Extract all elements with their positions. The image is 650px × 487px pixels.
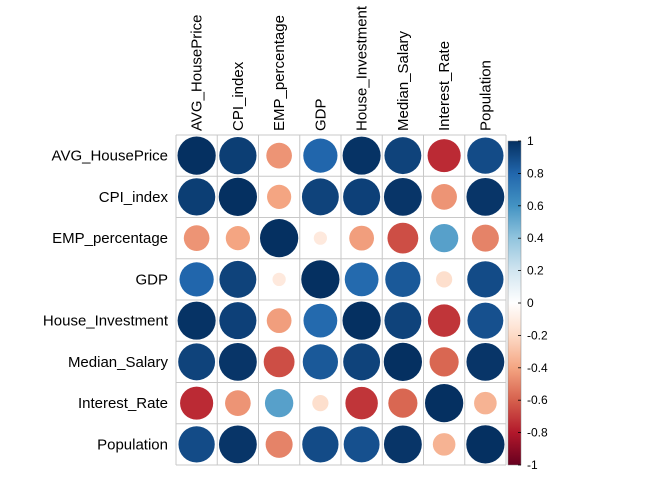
row-label: CPI_index bbox=[99, 189, 169, 206]
column-label: GDP bbox=[312, 98, 329, 131]
row-label: Median_Salary bbox=[68, 354, 169, 371]
corr-circle-Median_Salary-Median_Salary bbox=[383, 342, 423, 382]
corr-circle-Median_Salary-House_Investment bbox=[343, 343, 381, 381]
corr-circle-Interest_Rate-Interest_Rate bbox=[424, 383, 464, 423]
corr-circle-Interest_Rate-EMP_percentage bbox=[264, 388, 294, 418]
corr-circle-Interest_Rate-CPI_index bbox=[225, 390, 251, 416]
corr-circle-EMP_percentage-Median_Salary bbox=[387, 222, 419, 254]
column-labels: AVG_HousePrice CPI_index EMP_percentage GDP… bbox=[189, 5, 495, 131]
corr-circle-CPI_index-Interest_Rate bbox=[431, 184, 457, 210]
corr-circle-Interest_Rate-GDP bbox=[312, 395, 329, 412]
corr-circle-Population-Population bbox=[466, 425, 505, 464]
colorbar-ticks: -1 -0.8 -0.6 -0.4 -0.2 0 0.2 0.4 0.6 0.8 1 bbox=[518, 134, 548, 472]
corr-circle-Population-Median_Salary bbox=[383, 425, 422, 464]
corr-circle-AVG_HousePrice-House_Investment bbox=[342, 136, 381, 175]
corr-circle-Interest_Rate-Population bbox=[474, 391, 497, 415]
corr-circle-CPI_index-EMP_percentage bbox=[267, 184, 292, 209]
corr-circle-GDP-EMP_percentage bbox=[272, 272, 286, 287]
corr-circle-GDP-Median_Salary bbox=[385, 261, 421, 298]
correlation-circles bbox=[177, 136, 505, 464]
row-labels: AVG_HousePrice CPI_index EMP_percentage GDP… bbox=[43, 148, 169, 454]
corr-circle-GDP-AVG_HousePrice bbox=[179, 262, 214, 297]
colorbar-tick-label: 0.4 bbox=[527, 231, 544, 245]
corr-circle-AVG_HousePrice-AVG_HousePrice bbox=[177, 136, 216, 175]
colorbar-tick-label: 0.2 bbox=[527, 264, 544, 278]
corr-circle-AVG_HousePrice-Median_Salary bbox=[384, 137, 422, 175]
corr-circle-Median_Salary-Population bbox=[466, 342, 505, 381]
corr-circle-Population-AVG_HousePrice bbox=[178, 426, 215, 463]
row-label: EMP_percentage bbox=[52, 230, 168, 247]
column-label: Interest_Rate bbox=[436, 41, 453, 131]
corr-circle-GDP-CPI_index bbox=[219, 260, 257, 298]
colorbar-tick-label: -0.2 bbox=[527, 328, 548, 342]
corr-circle-EMP_percentage-Population bbox=[471, 224, 499, 252]
corr-circle-AVG_HousePrice-Interest_Rate bbox=[427, 139, 461, 173]
corr-circle-Median_Salary-CPI_index bbox=[218, 342, 257, 381]
corr-circle-House_Investment-House_Investment bbox=[342, 301, 381, 340]
corr-circle-CPI_index-Population bbox=[466, 177, 505, 216]
corr-circle-House_Investment-GDP bbox=[303, 303, 338, 338]
corr-circle-Interest_Rate-House_Investment bbox=[345, 386, 378, 420]
row-label: Interest_Rate bbox=[78, 395, 168, 412]
row-label: AVG_HousePrice bbox=[52, 148, 168, 165]
colorbar-tick-label: 0 bbox=[527, 296, 534, 310]
corr-circle-AVG_HousePrice-GDP bbox=[303, 138, 338, 173]
row-label: House_Investment bbox=[43, 313, 169, 330]
corr-circle-Median_Salary-EMP_percentage bbox=[263, 346, 295, 378]
corr-circle-Population-House_Investment bbox=[343, 426, 380, 463]
colorbar-tick-label: 0.6 bbox=[527, 199, 544, 213]
corr-circle-CPI_index-AVG_HousePrice bbox=[177, 178, 216, 216]
corr-circle-House_Investment-Population bbox=[467, 302, 504, 339]
corr-circle-House_Investment-CPI_index bbox=[219, 302, 257, 340]
corr-circle-EMP_percentage-GDP bbox=[313, 231, 328, 245]
corr-circle-CPI_index-GDP bbox=[301, 178, 339, 216]
corr-circle-GDP-House_Investment bbox=[344, 262, 379, 297]
column-label: Median_Salary bbox=[395, 30, 412, 131]
corr-circle-Median_Salary-GDP bbox=[302, 344, 339, 380]
corr-circle-EMP_percentage-AVG_HousePrice bbox=[183, 225, 210, 251]
corr-circle-House_Investment-Median_Salary bbox=[384, 302, 422, 340]
column-label: CPI_index bbox=[230, 61, 247, 131]
corr-circle-House_Investment-EMP_percentage bbox=[266, 308, 292, 334]
corr-circle-Population-EMP_percentage bbox=[265, 430, 293, 458]
colorbar-tick-label: 1 bbox=[527, 134, 534, 148]
corr-circle-GDP-GDP bbox=[301, 260, 340, 299]
corr-circle-CPI_index-House_Investment bbox=[343, 178, 381, 216]
colorbar-tick-label: -0.4 bbox=[527, 361, 548, 375]
corr-circle-Median_Salary-Interest_Rate bbox=[429, 347, 459, 377]
column-label: EMP_percentage bbox=[271, 15, 288, 131]
corr-circle-AVG_HousePrice-Population bbox=[467, 137, 504, 174]
corr-circle-Population-GDP bbox=[302, 426, 339, 463]
corr-circle-EMP_percentage-Interest_Rate bbox=[429, 223, 459, 253]
corr-circle-Median_Salary-AVG_HousePrice bbox=[178, 343, 216, 381]
column-label: House_Investment bbox=[354, 5, 371, 131]
corr-circle-AVG_HousePrice-EMP_percentage bbox=[266, 142, 292, 169]
corr-circle-Interest_Rate-AVG_HousePrice bbox=[180, 386, 214, 420]
corr-circle-House_Investment-AVG_HousePrice bbox=[177, 301, 216, 340]
row-label: GDP bbox=[135, 271, 168, 288]
corr-circle-EMP_percentage-House_Investment bbox=[349, 225, 375, 251]
corr-circle-GDP-Interest_Rate bbox=[436, 271, 453, 288]
corr-circle-EMP_percentage-EMP_percentage bbox=[259, 218, 299, 258]
row-label: Population bbox=[97, 436, 168, 453]
corr-circle-Population-CPI_index bbox=[218, 425, 257, 464]
corr-circle-Population-Interest_Rate bbox=[432, 433, 456, 456]
corr-circle-GDP-Population bbox=[467, 261, 504, 298]
column-label: AVG_HousePrice bbox=[189, 15, 206, 131]
colorbar-tick-label: 0.8 bbox=[527, 166, 544, 180]
colorbar: -1 -0.8 -0.6 -0.4 -0.2 0 0.2 0.4 0.6 0.8 1 bbox=[507, 134, 548, 472]
colorbar-tick-label: -0.6 bbox=[527, 393, 548, 407]
colorbar-tick-label: -0.8 bbox=[527, 426, 548, 440]
column-label: Population bbox=[477, 60, 494, 131]
corr-circle-EMP_percentage-CPI_index bbox=[225, 226, 250, 251]
colorbar-tick-label: -1 bbox=[527, 458, 538, 472]
grid-lines bbox=[175, 134, 507, 466]
corr-circle-House_Investment-Interest_Rate bbox=[427, 304, 461, 337]
corr-circle-CPI_index-CPI_index bbox=[218, 177, 258, 217]
corr-circle-CPI_index-Median_Salary bbox=[383, 177, 422, 216]
corr-circle-AVG_HousePrice-CPI_index bbox=[219, 136, 257, 175]
corr-circle-Interest_Rate-Median_Salary bbox=[388, 388, 418, 418]
